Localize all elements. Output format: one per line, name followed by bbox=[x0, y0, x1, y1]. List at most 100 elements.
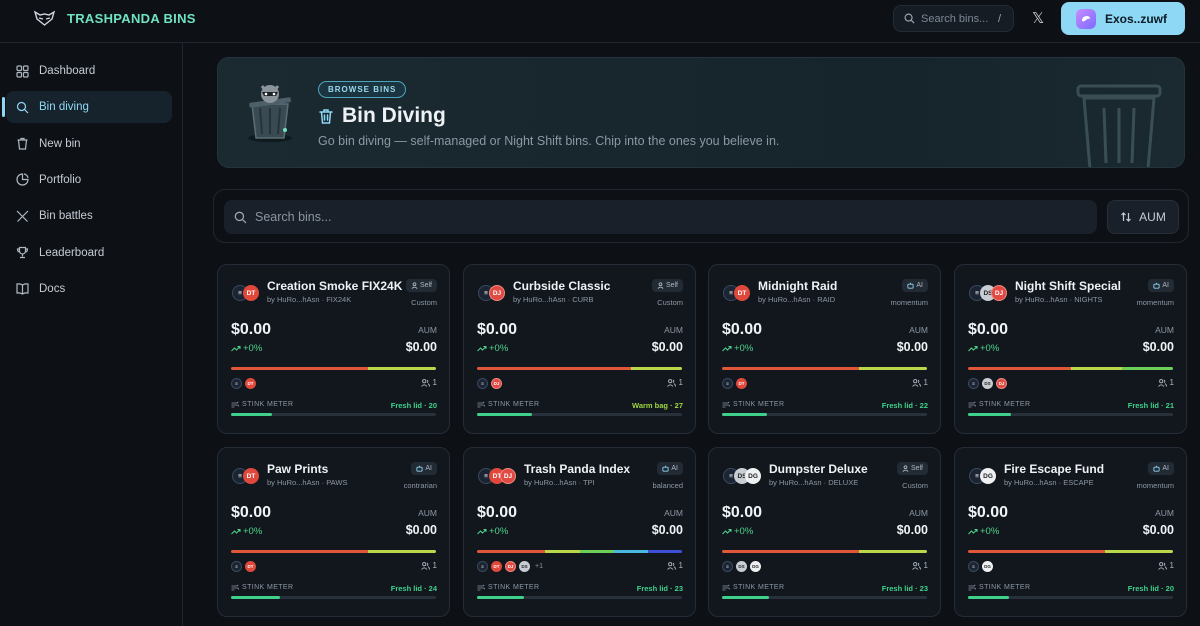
bin-card[interactable]: ≡ DG Fire Escape Fund by HuRo...hAsn · ES… bbox=[954, 447, 1187, 617]
bin-type-label: AI bbox=[425, 465, 432, 472]
sidebar-item-new-bin[interactable]: New bin bbox=[6, 128, 172, 160]
bin-type-label: Self bbox=[665, 282, 678, 289]
allocation-segment bbox=[231, 550, 300, 553]
token-sol-icon: ≡ bbox=[477, 378, 488, 389]
stink-meter bbox=[477, 413, 682, 416]
bin-card[interactable]: ≡ DT Paw Prints by HuRo...hAsn · PAWS AI … bbox=[217, 447, 450, 617]
token-dt-icon: DT bbox=[734, 285, 750, 301]
bin-price: $0.00 bbox=[477, 504, 518, 521]
users-icon bbox=[1157, 378, 1167, 387]
grid-icon bbox=[16, 64, 29, 78]
stink-meter-fill bbox=[968, 596, 1009, 599]
bin-strategy: momentum bbox=[1136, 481, 1174, 490]
aum-value: $0.00 bbox=[405, 523, 437, 537]
sort-button[interactable]: AUM bbox=[1107, 200, 1179, 234]
allocation-segment bbox=[545, 550, 580, 553]
users-icon bbox=[666, 378, 676, 387]
users-icon bbox=[420, 561, 430, 570]
bin-card[interactable]: ≡ DS DG Dumpster Deluxe by HuRo...hAsn · D… bbox=[708, 447, 941, 617]
bin-price: $0.00 bbox=[722, 504, 763, 521]
allocation-segment bbox=[1036, 550, 1105, 553]
holdings-tokens: ≡ DJ bbox=[477, 378, 507, 389]
holders-count: 1 bbox=[911, 561, 928, 570]
stink-status: Fresh lid · 22 bbox=[881, 401, 928, 410]
sidebar: Dashboard Bin diving New bin Portfolio Bin b… bbox=[0, 43, 183, 626]
bin-price: $0.00 bbox=[968, 504, 1009, 521]
bin-name: Night Shift Special bbox=[1015, 279, 1122, 293]
sidebar-item-label: Bin diving bbox=[39, 101, 89, 114]
bin-price: $0.00 bbox=[231, 321, 272, 338]
user-icon bbox=[902, 465, 909, 472]
allocation-segment bbox=[367, 550, 436, 553]
bin-logo: ≡ DS DJ bbox=[969, 285, 1007, 301]
allocation-bar bbox=[231, 367, 436, 370]
bin-card[interactable]: ≡ DT DJ Trash Panda Index by HuRo...hAsn ·… bbox=[463, 447, 696, 617]
stink-meter-label: STINK METER bbox=[231, 584, 293, 591]
bin-card[interactable]: ≡ DJ Curbside Classic by HuRo...hAsn · CU… bbox=[463, 264, 696, 434]
aum-value: $0.00 bbox=[405, 340, 437, 354]
bin-search-input[interactable]: Search bins... bbox=[224, 200, 1097, 234]
stink-status: Warm bag · 27 bbox=[632, 401, 683, 410]
sidebar-item-portfolio[interactable]: Portfolio bbox=[6, 164, 172, 196]
users-icon bbox=[911, 561, 921, 570]
sidebar-item-bin-diving[interactable]: Bin diving bbox=[2, 91, 172, 124]
wind-icon bbox=[477, 584, 485, 591]
sidebar-item-leaderboard[interactable]: Leaderboard bbox=[6, 237, 172, 269]
stink-status: Fresh lid · 23 bbox=[881, 584, 928, 593]
top-search-input[interactable]: Search bins... / bbox=[893, 5, 1014, 32]
stink-meter bbox=[231, 596, 436, 599]
trash-can-watermark-icon bbox=[1076, 84, 1162, 167]
aum-label: AUM bbox=[664, 325, 683, 335]
bin-card[interactable]: ≡ DT Creation Smoke FIX24K by HuRo...hAsn… bbox=[217, 264, 450, 434]
allocation-segment bbox=[477, 550, 512, 553]
sidebar-item-bin-battles[interactable]: Bin battles bbox=[6, 200, 172, 232]
bin-type-badge: Self bbox=[405, 279, 437, 292]
bin-card[interactable]: ≡ DS DJ Night Shift Special by HuRo...hAsn… bbox=[954, 264, 1187, 434]
stink-status: Fresh lid · 23 bbox=[636, 584, 683, 593]
bin-type-label: AI bbox=[1162, 465, 1169, 472]
wallet-button[interactable]: Exos..zuwf bbox=[1061, 2, 1185, 35]
stink-meter-label: STINK METER bbox=[968, 401, 1030, 408]
bin-change-value: +0% bbox=[980, 343, 1000, 354]
user-icon bbox=[657, 282, 664, 289]
token-dt-icon: DT bbox=[245, 561, 256, 572]
stink-meter-text: STINK METER bbox=[733, 584, 785, 591]
bin-creator: by HuRo...hAsn · CURB bbox=[513, 295, 594, 304]
users-icon bbox=[1157, 561, 1167, 570]
sort-label: AUM bbox=[1139, 210, 1166, 224]
search-icon bbox=[904, 13, 915, 24]
token-dj-icon: DJ bbox=[500, 468, 516, 484]
stink-meter bbox=[968, 413, 1173, 416]
sidebar-item-label: Docs bbox=[39, 282, 66, 295]
bin-strategy: Custom bbox=[411, 298, 437, 307]
allocation-segment bbox=[1070, 367, 1122, 370]
stink-meter-fill bbox=[231, 413, 272, 416]
sidebar-item-dashboard[interactable]: Dashboard bbox=[6, 55, 172, 87]
bin-logo: ≡ DG bbox=[969, 468, 996, 484]
allocation-bar bbox=[722, 550, 927, 553]
allocation-segment bbox=[579, 367, 631, 370]
aum-label: AUM bbox=[1155, 508, 1174, 518]
stink-meter-label: STINK METER bbox=[231, 401, 293, 408]
bin-change: +0% bbox=[722, 343, 753, 354]
logo[interactable]: TRASHPANDA BINS bbox=[34, 10, 196, 26]
search-icon bbox=[16, 101, 29, 114]
stink-status: Fresh lid · 21 bbox=[1127, 401, 1174, 410]
allocation-segment bbox=[630, 367, 682, 370]
bin-name: Paw Prints bbox=[267, 462, 329, 476]
trend-up-icon bbox=[477, 529, 487, 535]
holdings-tokens: ≡ DT bbox=[722, 378, 752, 389]
stink-meter-text: STINK METER bbox=[979, 401, 1031, 408]
trend-up-icon bbox=[231, 346, 241, 352]
allocation-segment bbox=[790, 550, 859, 553]
token-dt-icon: DT bbox=[243, 285, 259, 301]
trend-up-icon bbox=[477, 346, 487, 352]
wind-icon bbox=[722, 401, 730, 408]
x-social-link[interactable]: 𝕏 bbox=[1031, 10, 1045, 27]
bin-card[interactable]: ≡ DT Midnight Raid by HuRo...hAsn · RAID … bbox=[708, 264, 941, 434]
bin-logo: ≡ DT bbox=[232, 285, 259, 301]
sidebar-item-docs[interactable]: Docs bbox=[6, 273, 172, 305]
allocation-segment bbox=[613, 550, 648, 553]
holdings-tokens: ≡ DS DG bbox=[722, 561, 766, 572]
stink-meter-text: STINK METER bbox=[488, 401, 540, 408]
